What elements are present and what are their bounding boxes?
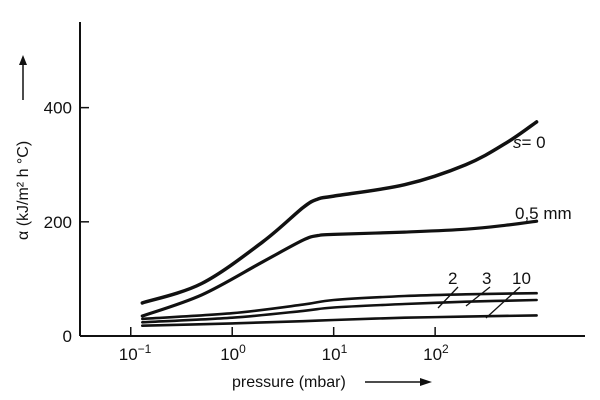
y-tick-label: 200: [44, 213, 72, 232]
y-axis-title-group: α (kJ/m² h °C): [15, 55, 32, 240]
axes: [79, 22, 585, 337]
series-label: 3: [482, 269, 491, 288]
x-tick-label: 100: [220, 342, 246, 364]
y-axis-title: α (kJ/m² h °C): [15, 141, 32, 240]
series-label: s= 0: [513, 133, 546, 152]
y-axis-title-arrow-head: [19, 55, 27, 65]
x-axis-title-arrow-head: [420, 378, 432, 386]
series-line: [140, 219, 539, 318]
y-tick-label: 400: [44, 99, 72, 118]
series-line: [141, 298, 538, 324]
curve-label-group: s= 0 0,5 mm 2 3 10: [437, 133, 572, 319]
x-tick-label: 101: [322, 342, 348, 364]
x-tick-label: 10−1: [119, 342, 152, 364]
tick-group: 0 200 400 10−1 100 101 102: [44, 99, 449, 364]
series-label-leader: [437, 286, 459, 309]
series-label-leader: [485, 286, 521, 319]
series-line: [141, 314, 538, 327]
series-group: [140, 120, 539, 327]
series-label: 2: [448, 269, 457, 288]
y-tick-label: 0: [63, 327, 72, 346]
series-line: [140, 120, 539, 305]
x-axis-title: pressure (mbar): [232, 374, 346, 391]
series-label-leader: [465, 286, 491, 307]
series-line: [141, 291, 538, 321]
series-label: 0,5 mm: [515, 204, 572, 223]
x-tick-label: 102: [423, 342, 449, 364]
series-label: 10: [512, 269, 531, 288]
x-axis-title-group: pressure (mbar): [232, 374, 432, 391]
